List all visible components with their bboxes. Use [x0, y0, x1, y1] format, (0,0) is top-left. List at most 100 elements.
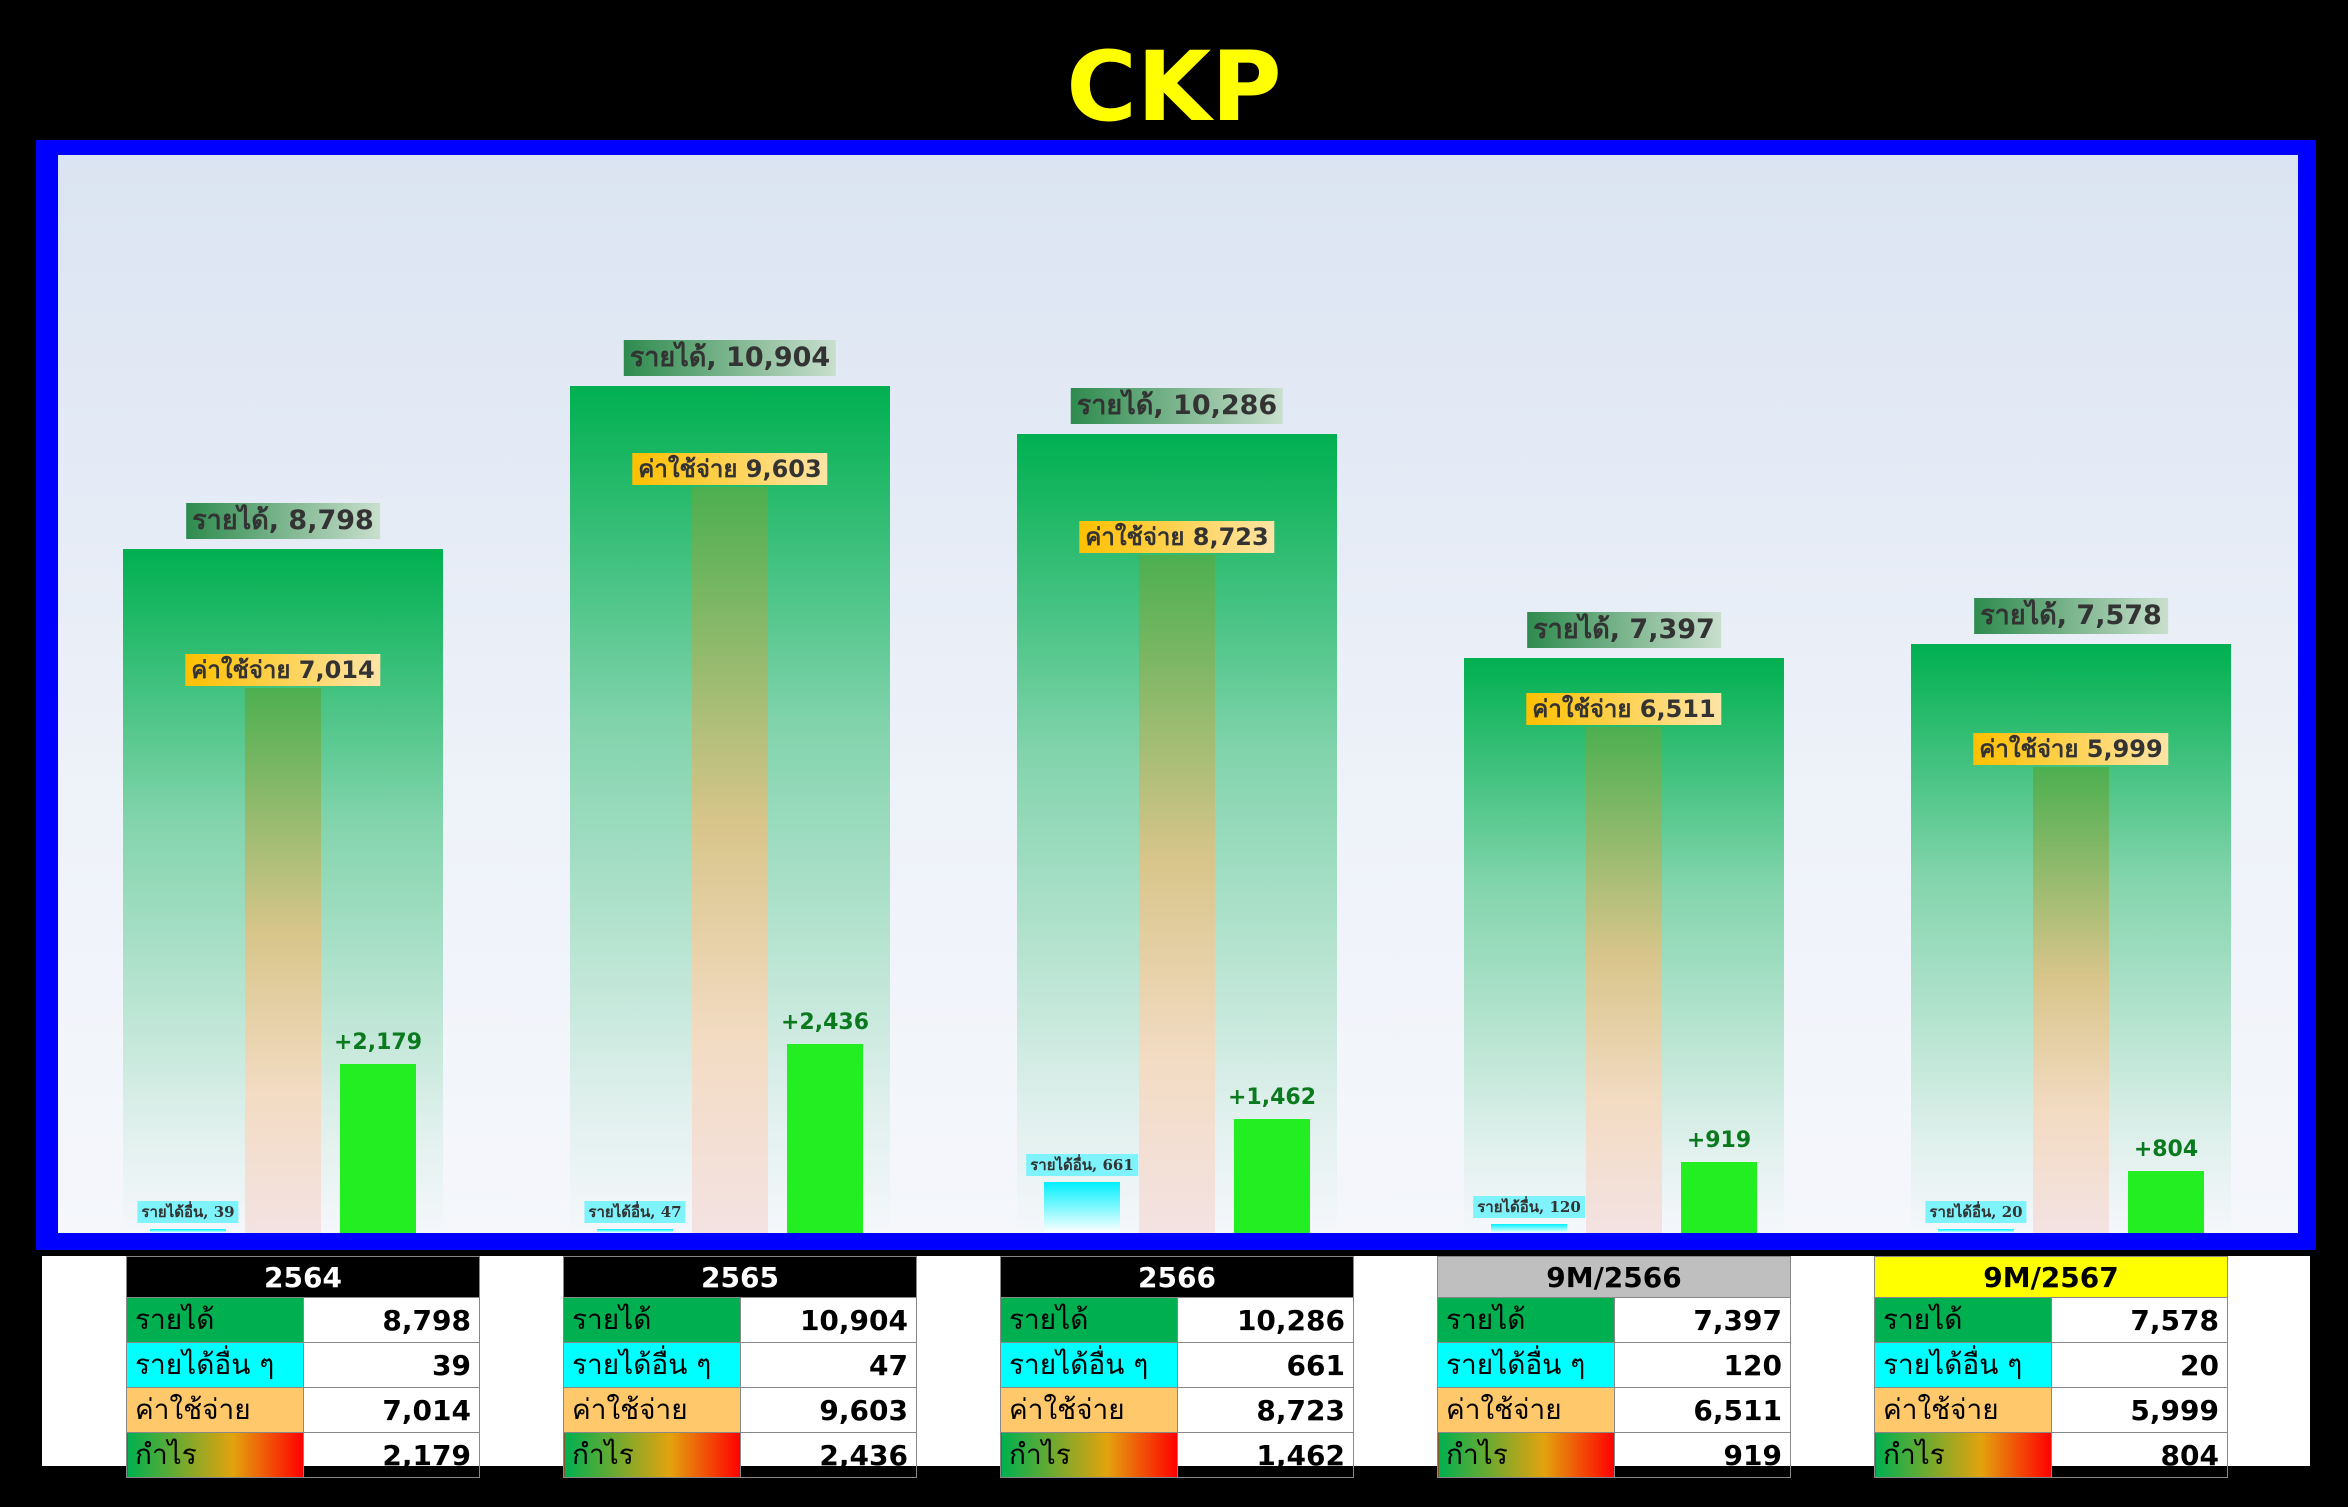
other-income-bar [597, 1229, 673, 1233]
profit-data-label: +1,462 [1227, 1085, 1317, 1111]
profit-data-label: +2,179 [333, 1029, 423, 1055]
row-value: 7,578 [2050, 1297, 2228, 1343]
row-value: 2,436 [739, 1432, 917, 1478]
table-row: กำไร 2,436 [563, 1432, 917, 1478]
table-header-period: 9M/2567 [1874, 1256, 2228, 1298]
row-label: รายได้อื่น ๆ [1437, 1342, 1615, 1388]
expense-data-label: ค่าใช้จ่าย 7,014 [185, 654, 381, 687]
profit-bar [1234, 1119, 1310, 1233]
table-row: ค่าใช้จ่าย 6,511 [1437, 1387, 1791, 1433]
other-income-bar [1044, 1181, 1120, 1233]
other-income-bar [1938, 1229, 2014, 1233]
row-value: 7,397 [1613, 1297, 1791, 1343]
expense-data-label: ค่าใช้จ่าย 6,511 [1526, 693, 1722, 726]
row-label: รายได้อื่น ๆ [563, 1342, 741, 1388]
row-label: กำไร [563, 1432, 741, 1478]
row-label: กำไร [1437, 1432, 1615, 1478]
row-label: ค่าใช้จ่าย [1874, 1387, 2052, 1433]
table-row: รายได้ 8,798 [126, 1297, 480, 1343]
profit-bar [2128, 1170, 2204, 1233]
summary-table: 2565 รายได้ 10,904 รายได้อื่น ๆ 47 ค่าใช้จ่าย… [563, 1256, 917, 1478]
other-income-data-label: รายได้อื่น, 120 [1473, 1195, 1585, 1218]
table-row: กำไร 2,179 [126, 1432, 480, 1478]
expense-data-label: ค่าใช้จ่าย 8,723 [1079, 521, 1275, 554]
row-value: 804 [2050, 1432, 2228, 1478]
row-value: 1,462 [1176, 1432, 1354, 1478]
table-row: รายได้อื่น ๆ 120 [1437, 1342, 1791, 1388]
row-label: รายได้อื่น ๆ [126, 1342, 304, 1388]
profit-bar [787, 1043, 863, 1233]
other-income-data-label: รายได้อื่น, 47 [584, 1201, 686, 1223]
other-income-data-label: รายได้อื่น, 20 [1925, 1201, 2027, 1223]
table-row: รายได้อื่น ๆ 661 [1000, 1342, 1354, 1388]
row-label: รายได้อื่น ๆ [1874, 1342, 2052, 1388]
revenue-data-label: รายได้, 10,904 [623, 339, 837, 376]
table-row: รายได้ 10,904 [563, 1297, 917, 1343]
summary-table: 2564 รายได้ 8,798 รายได้อื่น ๆ 39 ค่าใช้จ่าย 7… [126, 1256, 480, 1478]
row-label: กำไร [126, 1432, 304, 1478]
row-value: 5,999 [2050, 1387, 2228, 1433]
revenue-data-label: รายได้, 7,397 [1527, 612, 1721, 649]
table-header-period: 2564 [126, 1256, 480, 1298]
row-value: 8,798 [302, 1297, 480, 1343]
expense-data-label: ค่าใช้จ่าย 5,999 [1973, 732, 2169, 765]
table-row: กำไร 804 [1874, 1432, 2228, 1478]
table-row: ค่าใช้จ่าย 9,603 [563, 1387, 917, 1433]
table-row: รายได้ 7,578 [1874, 1297, 2228, 1343]
row-value: 47 [739, 1342, 917, 1388]
expense-bar [2033, 766, 2109, 1233]
row-label: รายได้ [1000, 1297, 1178, 1343]
row-label: ค่าใช้จ่าย [1000, 1387, 1178, 1433]
table-row: ค่าใช้จ่าย 5,999 [1874, 1387, 2228, 1433]
row-value: 8,723 [1176, 1387, 1354, 1433]
revenue-data-label: รายได้, 7,578 [1974, 598, 2168, 635]
row-label: ค่าใช้จ่าย [1437, 1387, 1615, 1433]
profit-data-label: +804 [2133, 1136, 2199, 1162]
row-label: กำไร [1000, 1432, 1178, 1478]
summary-table: 9M/2567 รายได้ 7,578 รายได้อื่น ๆ 20 ค่าใช้จ่… [1874, 1256, 2228, 1478]
table-header-period: 9M/2566 [1437, 1256, 1791, 1298]
profit-bar [340, 1063, 416, 1233]
row-label: รายได้อื่น ๆ [1000, 1342, 1178, 1388]
chart-title: CKP [1066, 31, 1282, 143]
other-income-bar [150, 1229, 226, 1233]
other-income-bar [1491, 1223, 1567, 1233]
row-value: 6,511 [1613, 1387, 1791, 1433]
summary-table: 2566 รายได้ 10,286 รายได้อื่น ๆ 661 ค่าใช้จ่า… [1000, 1256, 1354, 1478]
table-row: รายได้อื่น ๆ 20 [1874, 1342, 2228, 1388]
row-value: 10,286 [1176, 1297, 1354, 1343]
row-value: 9,603 [739, 1387, 917, 1433]
table-row: รายได้อื่น ๆ 39 [126, 1342, 480, 1388]
summary-table: 9M/2566 รายได้ 7,397 รายได้อื่น ๆ 120 ค่าใช้จ… [1437, 1256, 1791, 1478]
revenue-data-label: รายได้, 8,798 [186, 503, 380, 540]
revenue-data-label: รายได้, 10,286 [1070, 387, 1284, 424]
table-row: ค่าใช้จ่าย 7,014 [126, 1387, 480, 1433]
row-value: 120 [1613, 1342, 1791, 1388]
plot-area: รายได้, 8,798 ค่าใช้จ่าย 7,014 รายได้อื่น,… [58, 155, 2298, 1233]
row-label: รายได้ [1874, 1297, 2052, 1343]
table-row: กำไร 1,462 [1000, 1432, 1354, 1478]
row-value: 919 [1613, 1432, 1791, 1478]
expense-bar [1139, 555, 1215, 1233]
profit-data-label: +2,436 [780, 1009, 870, 1035]
table-row: กำไร 919 [1437, 1432, 1791, 1478]
expense-bar [692, 486, 768, 1233]
other-income-data-label: รายได้อื่น, 39 [137, 1201, 239, 1223]
row-label: กำไร [1874, 1432, 2052, 1478]
other-income-data-label: รายได้อื่น, 661 [1026, 1153, 1138, 1176]
row-value: 20 [2050, 1342, 2228, 1388]
table-row: ค่าใช้จ่าย 8,723 [1000, 1387, 1354, 1433]
expense-bar [1586, 727, 1662, 1233]
profit-bar [1681, 1161, 1757, 1233]
row-label: ค่าใช้จ่าย [126, 1387, 304, 1433]
row-value: 2,179 [302, 1432, 480, 1478]
table-row: รายได้อื่น ๆ 47 [563, 1342, 917, 1388]
table-header-period: 2565 [563, 1256, 917, 1298]
row-value: 661 [1176, 1342, 1354, 1388]
row-label: ค่าใช้จ่าย [563, 1387, 741, 1433]
row-value: 7,014 [302, 1387, 480, 1433]
table-row: รายได้ 10,286 [1000, 1297, 1354, 1343]
row-value: 10,904 [739, 1297, 917, 1343]
row-label: รายได้ [126, 1297, 304, 1343]
expense-bar [245, 688, 321, 1233]
